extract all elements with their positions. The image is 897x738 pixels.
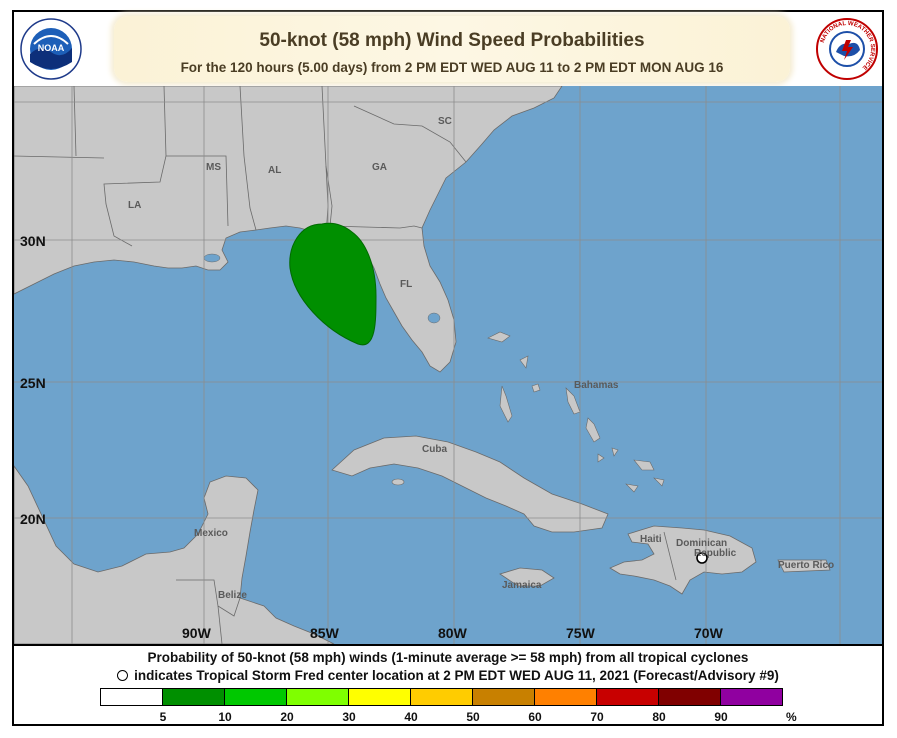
legend-swatch: [410, 688, 473, 706]
label-ms: MS: [206, 162, 221, 173]
lon-label-75w: 75W: [566, 625, 596, 641]
legend-swatch: [472, 688, 535, 706]
legend-swatch: [162, 688, 225, 706]
legend-tick: 50: [466, 710, 480, 724]
puerto-rico-landmass: [777, 559, 831, 573]
title-banner: 50-knot (58 mph) Wind Speed Probabilitie…: [114, 16, 790, 82]
label-sc: SC: [438, 116, 452, 127]
noaa-logo-text: NOAA: [38, 43, 65, 53]
legend-unit: %: [786, 710, 797, 724]
label-bahamas: Bahamas: [574, 380, 619, 391]
us-landmass: [14, 86, 563, 373]
label-mexico: Mexico: [194, 528, 228, 539]
legend-swatch: [286, 688, 349, 706]
legend-tick: 40: [404, 710, 418, 724]
footer-line-2-wrap: indicates Tropical Storm Fred center loc…: [14, 668, 882, 683]
noaa-logo-icon: NOAA: [20, 18, 82, 80]
header: NOAA 50-knot (58 mph) Wind Speed Probabi…: [14, 12, 882, 86]
mexico-borders: [176, 579, 241, 644]
storm-center-marker: [696, 552, 708, 564]
label-ga: GA: [372, 162, 387, 173]
lon-label-90w: 90W: [182, 625, 212, 641]
label-al: AL: [268, 165, 281, 176]
label-dominican: Dominican: [676, 538, 727, 549]
legend-swatch: [348, 688, 411, 706]
nws-logo-icon: NATIONAL WEATHER SERVICE: [816, 18, 878, 80]
legend-swatch: [224, 688, 287, 706]
footer: Probability of 50-knot (58 mph) winds (1…: [14, 644, 882, 726]
lat-lon-grid: [14, 86, 882, 644]
storm-center-legend-icon: [117, 670, 129, 681]
lakes: [203, 253, 441, 324]
legend-tick: 70: [590, 710, 604, 724]
legend-tick: 60: [528, 710, 542, 724]
label-haiti: Haiti: [640, 534, 662, 545]
legend-tick: 80: [652, 710, 666, 724]
label-la: LA: [128, 200, 141, 211]
state-borders: [14, 86, 467, 247]
label-republic: Republic: [694, 548, 737, 559]
legend-swatch: [596, 688, 659, 706]
lon-label-85w: 85W: [310, 625, 340, 641]
color-legend: [100, 688, 783, 708]
footer-line-2: indicates Tropical Storm Fred center loc…: [134, 668, 779, 683]
mexico-landmass: [14, 465, 335, 644]
haiti-dr-border: [663, 531, 677, 581]
lat-label-25n: 25N: [20, 375, 46, 391]
probability-area: [289, 222, 377, 346]
lon-label-80w: 80W: [438, 625, 468, 641]
legend-tick: 5: [159, 710, 167, 724]
legend-tick: 10: [218, 710, 232, 724]
page-title: 50-knot (58 mph) Wind Speed Probabilitie…: [259, 30, 645, 51]
legend-tick: 20: [280, 710, 294, 724]
cuba-landmass: [331, 435, 609, 533]
lat-label-30n: 30N: [20, 233, 46, 249]
jamaica-landmass: [499, 567, 555, 587]
legend-tick: 90: [714, 710, 728, 724]
lat-label-20n: 20N: [20, 511, 46, 527]
graphic-frame: NOAA 50-knot (58 mph) Wind Speed Probabi…: [12, 10, 884, 726]
label-belize: Belize: [218, 590, 247, 601]
lon-label-70w: 70W: [694, 625, 724, 641]
page-subtitle: For the 120 hours (5.00 days) from 2 PM …: [180, 60, 724, 75]
isla-juventud: [391, 478, 405, 486]
hispaniola-landmass: [609, 525, 757, 595]
legend-swatch: [720, 688, 783, 706]
legend-swatch: [100, 688, 163, 706]
legend-tick: 30: [342, 710, 356, 724]
legend-swatch: [658, 688, 721, 706]
legend-swatch: [534, 688, 597, 706]
label-cuba: Cuba: [422, 444, 447, 455]
label-jamaica: Jamaica: [502, 580, 542, 591]
map-area: SC MS AL GA LA FL Bahamas Cuba Mexico Be…: [14, 86, 882, 644]
label-fl: FL: [400, 279, 412, 290]
bahamas-islands: [487, 331, 665, 493]
label-puerto-rico: Puerto Rico: [778, 560, 834, 571]
footer-line-1: Probability of 50-knot (58 mph) winds (1…: [147, 650, 749, 665]
